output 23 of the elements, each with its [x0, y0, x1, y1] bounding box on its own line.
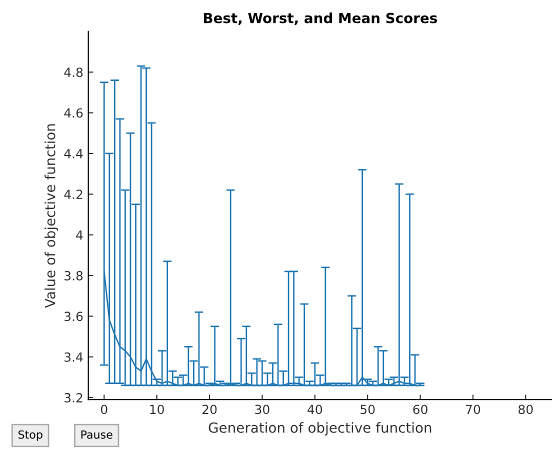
y-tick-label: 4 [76, 230, 83, 240]
y-tick-label: 3.6 [64, 312, 83, 322]
x-tick-label: 30 [255, 404, 270, 414]
y-tick-label: 3.8 [64, 271, 83, 280]
y-tick-label: 4.6 [64, 108, 83, 118]
y-tick-label: 4.8 [64, 68, 83, 78]
chart-title: Best, Worst, and Mean Scores [204, 12, 437, 26]
y-tick-label: 4.2 [64, 190, 82, 199]
y-tick-label: 4.4 [64, 149, 83, 158]
x-tick-label: 50 [360, 404, 375, 414]
y-tick-label: 3.2 [64, 393, 82, 403]
x-axis-title: Generation of objective function [208, 422, 432, 436]
x-tick-label: 70 [466, 404, 480, 414]
text: Stop [18, 430, 42, 441]
x-tick-label: 40 [308, 404, 322, 414]
x-tick-label: 10 [150, 404, 164, 414]
text: Pause [81, 430, 112, 439]
x-tick-label: 0 [100, 404, 108, 414]
y-axis-title: Value of objective function [44, 124, 58, 308]
x-tick-label: 60 [413, 404, 428, 414]
x-tick-label: 20 [202, 404, 217, 414]
x-tick-label: 80 [518, 404, 533, 414]
y-tick-label: 3.4 [64, 352, 83, 362]
